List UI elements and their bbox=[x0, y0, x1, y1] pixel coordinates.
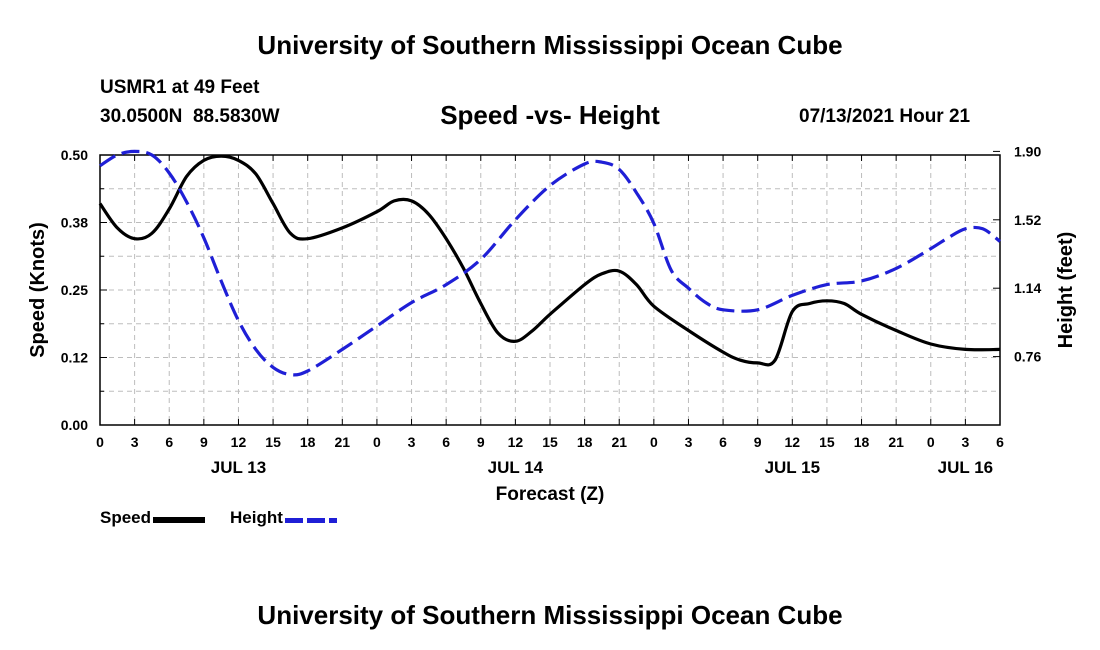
date-stamp: 07/13/2021 Hour 21 bbox=[799, 106, 971, 127]
x-tick-label: 15 bbox=[819, 434, 835, 450]
series-line-speed bbox=[98, 154, 1001, 367]
x-tick-label: 21 bbox=[335, 434, 351, 450]
x-tick-label: 6 bbox=[442, 434, 450, 450]
station-coordinates: 30.0500N 88.5830W bbox=[100, 106, 280, 127]
y-axis-label-right: Height (feet) bbox=[1055, 232, 1077, 349]
series-line-height bbox=[99, 149, 1001, 377]
station-name: USMR1 at 49 Feet bbox=[100, 77, 260, 98]
x-tick-label: 0 bbox=[96, 434, 104, 450]
legend-speed-label: Speed bbox=[100, 508, 152, 527]
x-tick-label: 6 bbox=[719, 434, 727, 450]
legend-speed: Speed bbox=[100, 508, 206, 528]
x-tick-label: 3 bbox=[408, 434, 416, 450]
x-tick-label: 21 bbox=[888, 434, 904, 450]
x-tick-label: 6 bbox=[165, 434, 173, 450]
y-tick-label-right: 1.14 bbox=[1014, 280, 1041, 296]
y-tick-label-right: 1.90 bbox=[1014, 143, 1041, 159]
x-tick-label: 12 bbox=[231, 434, 247, 450]
y-tick-label-left: 0.00 bbox=[61, 417, 88, 433]
x-tick-label: 0 bbox=[373, 434, 381, 450]
x-day-label: JUL 15 bbox=[765, 458, 820, 477]
legend-height-swatch bbox=[284, 517, 337, 523]
x-tick-label: 0 bbox=[927, 434, 935, 450]
data-series bbox=[98, 149, 1001, 377]
x-tick-label: 3 bbox=[685, 434, 693, 450]
x-tick-label: 18 bbox=[300, 434, 316, 450]
legend-height-label: Height bbox=[230, 508, 283, 527]
x-tick-label: 3 bbox=[131, 434, 139, 450]
x-tick-label: 9 bbox=[200, 434, 208, 450]
x-day-label: JUL 14 bbox=[488, 458, 544, 477]
axis-ticks: 0 3 6 9 12 15 18 21 0 3 6 9 12 15 18 21 0 3 6 9 12 15 18 21 0 3 6J… bbox=[61, 143, 1042, 477]
x-tick-label: 0 bbox=[650, 434, 658, 450]
y-tick-label-left: 0.12 bbox=[61, 350, 88, 366]
x-tick-label: 15 bbox=[265, 434, 281, 450]
x-tick-label: 12 bbox=[785, 434, 801, 450]
legend-height: Height bbox=[230, 508, 337, 528]
y-axis-label-left: Speed (Knots) bbox=[27, 222, 49, 358]
y-tick-label-left: 0.25 bbox=[61, 282, 88, 298]
x-tick-label: 9 bbox=[477, 434, 485, 450]
y-tick-label-left: 0.38 bbox=[61, 215, 88, 231]
grid bbox=[100, 155, 1000, 425]
x-tick-label: 18 bbox=[854, 434, 870, 450]
footer-title: University of Southern Mississippi Ocean… bbox=[257, 600, 843, 630]
chart-title: Speed -vs- Height bbox=[440, 100, 660, 130]
y-tick-label-left: 0.50 bbox=[61, 147, 88, 163]
legend-speed-swatch bbox=[153, 517, 206, 523]
x-day-label: JUL 13 bbox=[211, 458, 266, 477]
x-axis-label: Forecast (Z) bbox=[496, 484, 605, 505]
speed-height-chart: 0 3 6 9 12 15 18 21 0 3 6 9 12 15 18 21 0 3 6 9 12 15 18 21 0 3 6J… bbox=[27, 143, 1077, 505]
x-tick-label: 9 bbox=[754, 434, 762, 450]
y-tick-label-right: 0.76 bbox=[1014, 349, 1041, 365]
x-tick-label: 6 bbox=[996, 434, 1004, 450]
x-tick-label: 21 bbox=[611, 434, 627, 450]
x-day-label: JUL 16 bbox=[938, 458, 993, 477]
x-tick-label: 15 bbox=[542, 434, 558, 450]
y-tick-label-right: 1.52 bbox=[1014, 212, 1041, 228]
page-title: University of Southern Mississippi Ocean… bbox=[257, 30, 843, 60]
x-tick-label: 3 bbox=[961, 434, 969, 450]
x-tick-label: 12 bbox=[508, 434, 524, 450]
x-tick-label: 18 bbox=[577, 434, 593, 450]
